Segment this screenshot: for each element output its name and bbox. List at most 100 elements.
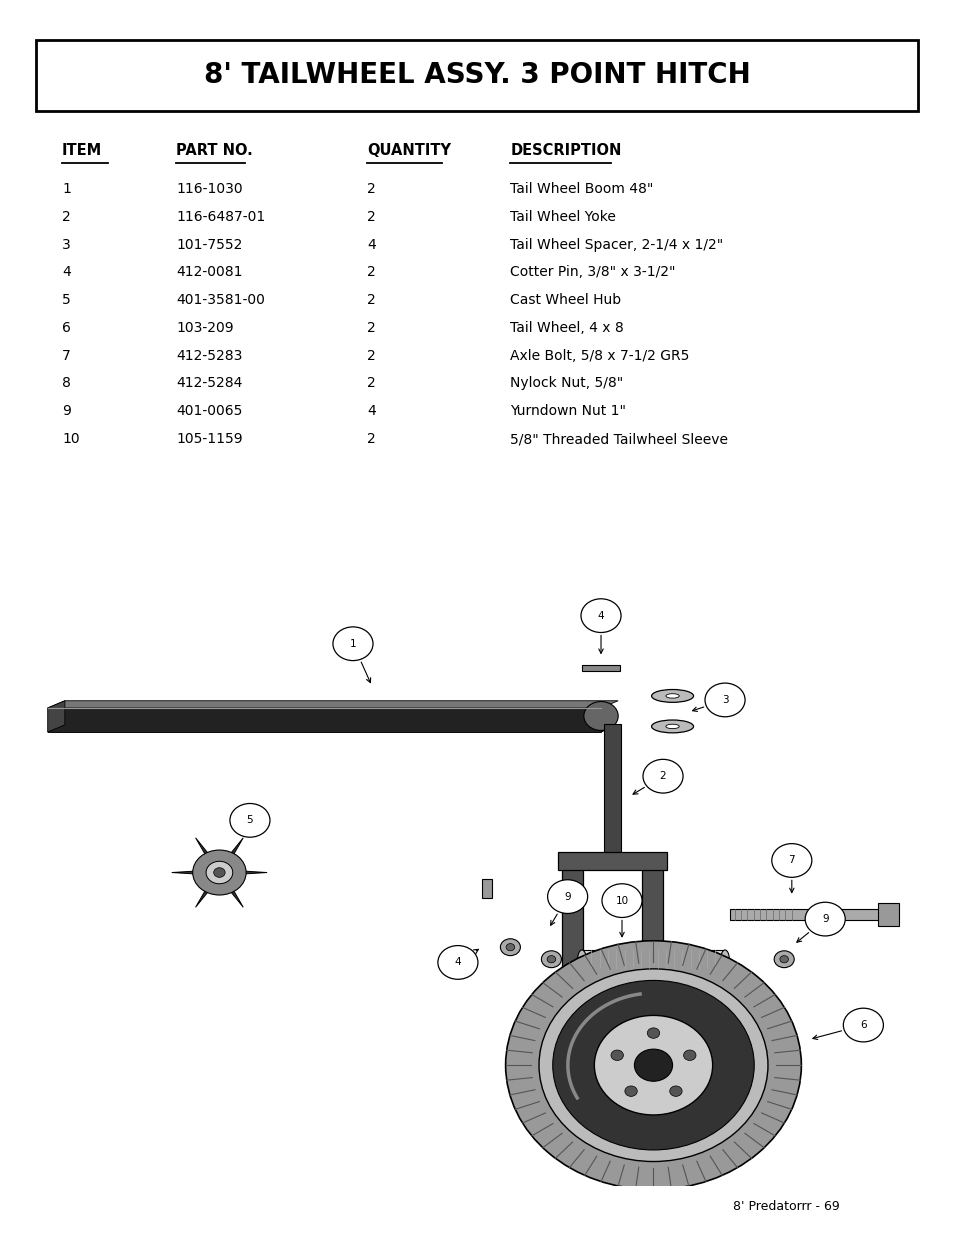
Text: Axle Bolt, 5/8 x 7-1/2 GR5: Axle Bolt, 5/8 x 7-1/2 GR5	[510, 348, 689, 363]
Text: QUANTITY: QUANTITY	[367, 143, 451, 158]
Text: 9: 9	[564, 892, 570, 902]
Circle shape	[213, 868, 225, 877]
Ellipse shape	[665, 694, 679, 698]
Text: Cast Wheel Hub: Cast Wheel Hub	[510, 293, 620, 308]
Text: 1: 1	[62, 182, 71, 196]
Circle shape	[594, 1015, 712, 1115]
Polygon shape	[48, 700, 65, 732]
Polygon shape	[220, 877, 243, 908]
Ellipse shape	[651, 720, 693, 732]
Text: 4: 4	[367, 404, 375, 419]
Circle shape	[206, 861, 233, 884]
Text: 9: 9	[62, 404, 71, 419]
Circle shape	[193, 850, 246, 895]
Text: 2: 2	[659, 771, 665, 782]
Text: 116-1030: 116-1030	[176, 182, 243, 196]
Text: 3: 3	[62, 237, 71, 252]
Bar	[640, 861, 661, 968]
Text: 7: 7	[62, 348, 71, 363]
FancyBboxPatch shape	[36, 40, 917, 111]
Ellipse shape	[665, 724, 679, 729]
Bar	[603, 724, 620, 861]
Text: 4: 4	[598, 610, 603, 621]
Text: 6: 6	[62, 321, 71, 335]
Text: 412-5283: 412-5283	[176, 348, 243, 363]
Text: 2: 2	[367, 182, 375, 196]
Text: PART NO.: PART NO.	[176, 143, 253, 158]
Polygon shape	[172, 869, 213, 876]
Text: 1: 1	[350, 638, 355, 648]
Polygon shape	[195, 837, 218, 868]
Text: 2: 2	[367, 293, 375, 308]
Circle shape	[646, 1028, 659, 1039]
Circle shape	[505, 941, 801, 1189]
Ellipse shape	[720, 950, 728, 968]
Text: Tail Wheel Boom 48": Tail Wheel Boom 48"	[510, 182, 653, 196]
Polygon shape	[48, 708, 600, 732]
Text: Tail Wheel, 4 x 8: Tail Wheel, 4 x 8	[510, 321, 623, 335]
Circle shape	[583, 701, 618, 730]
Text: 8' TAILWHEEL ASSY. 3 POINT HITCH: 8' TAILWHEEL ASSY. 3 POINT HITCH	[203, 62, 750, 89]
Circle shape	[547, 879, 587, 914]
Text: 2: 2	[367, 377, 375, 390]
Circle shape	[683, 1050, 696, 1061]
Text: Tail Wheel Yoke: Tail Wheel Yoke	[510, 210, 616, 224]
Polygon shape	[220, 837, 243, 868]
Circle shape	[230, 804, 270, 837]
Circle shape	[566, 900, 578, 909]
Text: ITEM: ITEM	[62, 143, 102, 158]
Text: 2: 2	[367, 210, 375, 224]
Text: 4: 4	[367, 237, 375, 252]
Bar	[581, 664, 619, 671]
Text: 8' Predatorrr - 69: 8' Predatorrr - 69	[732, 1199, 839, 1213]
Text: 401-0065: 401-0065	[176, 404, 243, 419]
Text: 401-3581-00: 401-3581-00	[176, 293, 265, 308]
Circle shape	[552, 981, 754, 1150]
Circle shape	[842, 1008, 882, 1042]
Text: 412-5284: 412-5284	[176, 377, 243, 390]
Text: 105-1159: 105-1159	[176, 432, 243, 446]
Text: 8: 8	[62, 377, 71, 390]
Circle shape	[771, 844, 811, 877]
Bar	[561, 968, 661, 983]
Bar	[581, 950, 724, 968]
Text: 2: 2	[367, 266, 375, 279]
Text: 5: 5	[62, 293, 71, 308]
Text: 4: 4	[62, 266, 71, 279]
Bar	[561, 861, 582, 968]
Ellipse shape	[651, 689, 693, 703]
Text: Nylock Nut, 5/8": Nylock Nut, 5/8"	[510, 377, 623, 390]
Circle shape	[580, 599, 620, 632]
Ellipse shape	[546, 956, 555, 963]
Ellipse shape	[774, 951, 794, 968]
Ellipse shape	[540, 951, 560, 968]
Text: 103-209: 103-209	[176, 321, 233, 335]
Text: 10: 10	[62, 432, 79, 446]
Text: 7: 7	[788, 856, 794, 866]
Text: Yurndown Nut 1": Yurndown Nut 1"	[510, 404, 626, 419]
Circle shape	[642, 760, 682, 793]
Polygon shape	[226, 869, 267, 876]
Circle shape	[624, 1086, 637, 1097]
Polygon shape	[195, 877, 218, 908]
Text: 2: 2	[62, 210, 71, 224]
Ellipse shape	[499, 939, 520, 956]
Ellipse shape	[505, 944, 515, 951]
Circle shape	[634, 1049, 672, 1082]
Text: 2: 2	[367, 432, 375, 446]
Text: 10: 10	[615, 895, 628, 905]
Text: 5: 5	[247, 815, 253, 825]
Circle shape	[704, 683, 744, 716]
Text: 2: 2	[367, 321, 375, 335]
Circle shape	[804, 903, 844, 936]
Text: Cotter Pin, 3/8" x 3-1/2": Cotter Pin, 3/8" x 3-1/2"	[510, 266, 675, 279]
Bar	[877, 903, 898, 925]
Polygon shape	[48, 725, 618, 732]
Circle shape	[538, 968, 767, 1161]
Circle shape	[601, 884, 641, 918]
Text: 412-0081: 412-0081	[176, 266, 243, 279]
Text: 101-7552: 101-7552	[176, 237, 243, 252]
Text: 4: 4	[455, 957, 460, 967]
Ellipse shape	[577, 950, 585, 968]
Text: 3: 3	[721, 695, 727, 705]
